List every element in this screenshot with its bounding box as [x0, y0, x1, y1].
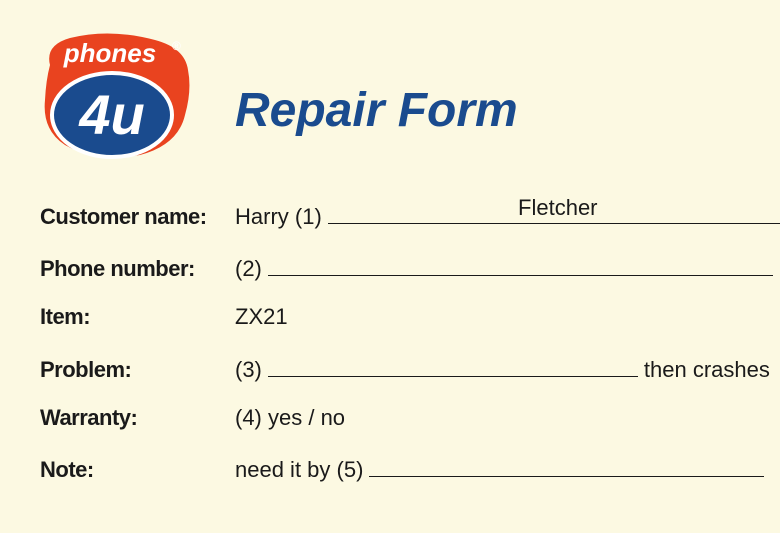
note-prefix: need it by (5): [235, 457, 363, 483]
row-item: Item: ZX21: [40, 304, 740, 330]
customer-name-fill: Fletcher: [328, 195, 780, 221]
phone-number-blank[interactable]: [268, 252, 773, 276]
repair-form: Customer name: Harry (1) Fletcher Phone …: [0, 180, 780, 483]
row-warranty: Warranty: (4) yes / no: [40, 405, 740, 431]
registered-icon: ®: [172, 39, 181, 53]
item-value: ZX21: [235, 304, 288, 330]
label-note: Note:: [40, 457, 235, 483]
logo-main-text: 4u: [78, 83, 144, 146]
phones4u-logo: phones ® 4u: [40, 30, 195, 160]
label-customer-name: Customer name:: [40, 204, 235, 230]
customer-name-blank[interactable]: Fletcher: [328, 200, 780, 224]
phone-number-prefix: (2): [235, 256, 262, 282]
problem-suffix: then crashes: [644, 357, 770, 383]
label-item: Item:: [40, 304, 235, 330]
row-note: Note: need it by (5): [40, 453, 740, 483]
note-blank[interactable]: [369, 453, 764, 477]
label-problem: Problem:: [40, 357, 235, 383]
problem-prefix: (3): [235, 357, 262, 383]
row-phone-number: Phone number: (2): [40, 252, 740, 282]
row-problem: Problem: (3) then crashes: [40, 352, 740, 382]
form-title: Repair Form: [235, 83, 518, 138]
row-customer-name: Customer name: Harry (1) Fletcher: [40, 200, 740, 230]
label-phone-number: Phone number:: [40, 256, 235, 282]
logo-top-text: phones: [63, 38, 156, 68]
warranty-value: (4) yes / no: [235, 405, 345, 431]
problem-blank[interactable]: [268, 352, 638, 376]
customer-name-prefix: Harry (1): [235, 204, 322, 230]
label-warranty: Warranty:: [40, 405, 235, 431]
